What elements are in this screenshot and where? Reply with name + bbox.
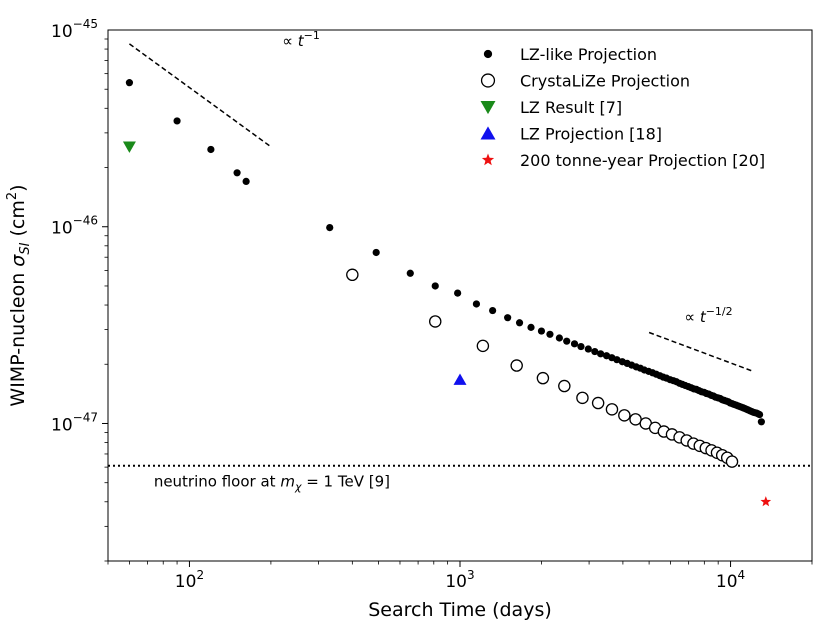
data-point-dot-12 — [504, 314, 512, 322]
data-point-open-circle-9 — [618, 409, 631, 422]
data-point-open-circle-6 — [576, 391, 589, 405]
data-point-dot-81 — [757, 418, 765, 426]
data-point-star-0 — [760, 496, 772, 507]
x-tick-label-0: 102 — [175, 568, 204, 592]
data-point-dot-10 — [472, 300, 481, 308]
legend-label-3: LZ Projection [18] — [520, 125, 662, 144]
x-tick-label-1: 103 — [445, 568, 474, 592]
series-dot — [125, 79, 765, 426]
data-point-dot-17 — [555, 334, 563, 342]
data-point-open-circle-2 — [476, 339, 490, 353]
x-axis-label: Search Time (days) — [368, 599, 552, 621]
data-point-dot-8 — [431, 282, 439, 290]
data-point-dot-21 — [584, 345, 592, 353]
series-triangle-down — [122, 141, 136, 153]
annotation-t-inverse: ∝ t−1 — [282, 29, 320, 50]
series-open-circle — [346, 268, 739, 468]
y-axis-label: WIMP-nucleon σSI (cm2) — [5, 184, 33, 406]
data-point-open-circle-1 — [428, 315, 442, 328]
y-tick-label-1: 10−46 — [51, 214, 98, 239]
data-point-dot-20 — [577, 342, 585, 351]
series-star — [760, 496, 772, 507]
data-point-open-circle-24 — [725, 455, 739, 468]
data-point-dot-7 — [406, 269, 414, 277]
data-point-open-circle-7 — [591, 396, 605, 410]
data-point-dot-5 — [326, 224, 334, 232]
data-point-dot-16 — [546, 330, 554, 338]
legend-marker-star — [481, 153, 495, 166]
x-tick-label-2: 104 — [716, 568, 745, 592]
data-point-dot-26 — [613, 356, 621, 364]
data-point-dot-13 — [515, 319, 524, 327]
data-point-dot-14 — [527, 323, 535, 331]
data-point-dot-15 — [537, 327, 546, 335]
data-point-dot-4 — [242, 177, 250, 186]
data-point-dot-11 — [489, 306, 497, 315]
data-point-dot-3 — [233, 169, 241, 177]
legend-marker-triangle-up — [480, 126, 496, 140]
data-point-open-circle-4 — [536, 371, 550, 385]
y-tick-label-2: 10−45 — [51, 17, 98, 42]
legend-label-1: CrystaLiZe Projection — [520, 72, 690, 91]
legend: LZ-like Projection CrystaLiZe Projection L… — [480, 45, 765, 170]
data-point-triangle-up-0 — [453, 373, 467, 385]
data-point-open-circle-8 — [605, 403, 619, 416]
legend-marker-dot — [483, 49, 493, 59]
data-point-dot-22 — [591, 347, 599, 356]
legend-marker-triangle-down — [480, 101, 496, 115]
data-point-dot-18 — [563, 337, 571, 345]
annotation-t-inverse-sqrt: ∝ t−1/2 — [684, 305, 732, 326]
data-point-open-circle-5 — [558, 379, 571, 393]
data-point-dot-9 — [454, 289, 462, 297]
data-point-open-circle-3 — [510, 359, 523, 372]
data-point-dot-0 — [125, 79, 134, 87]
data-point-triangle-down-0 — [122, 141, 136, 153]
y-tick-label-0: 10−47 — [51, 410, 98, 435]
data-point-open-circle-0 — [346, 268, 359, 282]
legend-label-0: LZ-like Projection — [520, 45, 657, 64]
data-point-dot-6 — [372, 248, 380, 257]
legend-label-4: 200 tonne-year Projection [20] — [520, 151, 765, 170]
data-point-dot-23 — [597, 350, 605, 358]
plot-content — [108, 43, 812, 507]
series-triangle-up — [453, 373, 467, 385]
neutrino-floor-label: neutrino floor at mχ = 1 TeV [9] — [154, 473, 390, 494]
axes: 102 103 104 10−47 10−46 10−45 Search Time (day… — [5, 17, 813, 621]
data-point-open-circle-10 — [629, 413, 642, 426]
guide-line-t-inverse — [128, 43, 272, 148]
data-point-dot-19 — [570, 340, 579, 348]
data-point-dot-80 — [755, 410, 764, 419]
legend-label-2: LZ Result [7] — [520, 98, 622, 117]
legend-marker-open-circle — [480, 73, 496, 88]
guide-line-t-inverse-sqrt — [648, 331, 753, 372]
data-point-dot-1 — [173, 117, 181, 125]
data-point-dot-2 — [207, 145, 215, 154]
plot-area — [108, 43, 812, 507]
